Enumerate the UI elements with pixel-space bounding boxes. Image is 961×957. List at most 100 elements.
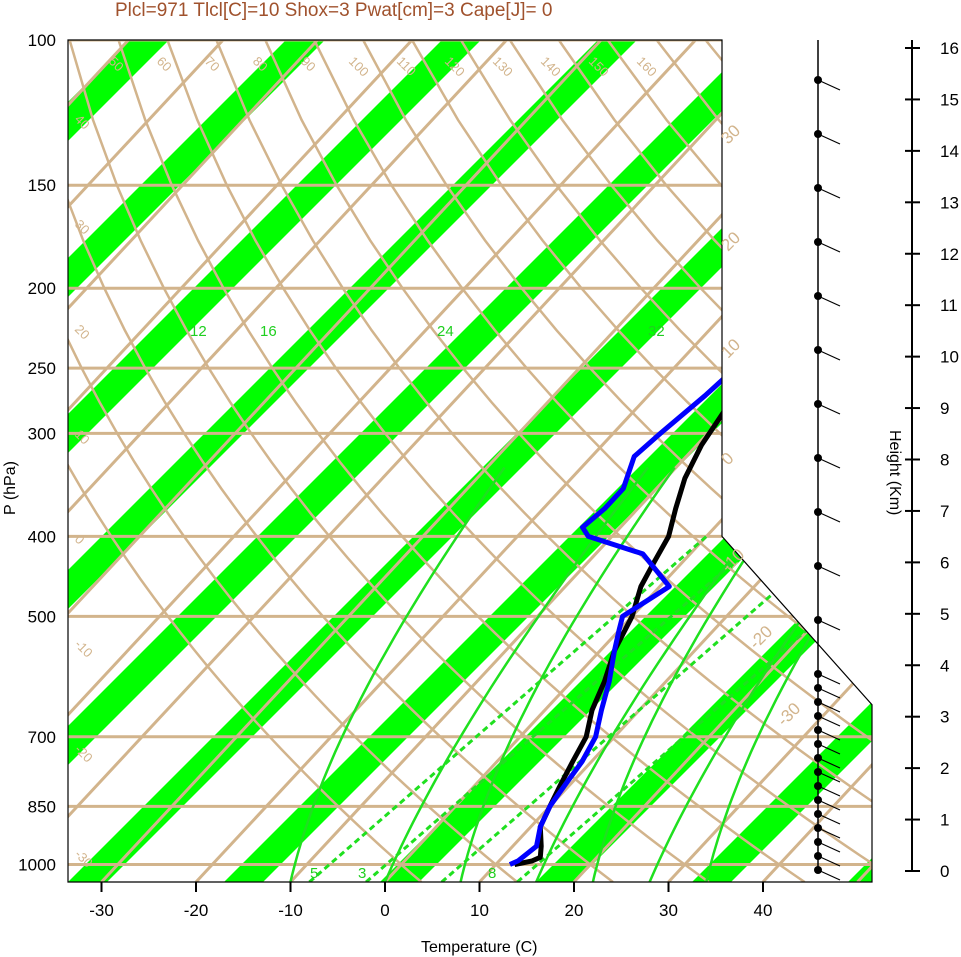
height-tick-label: 8 — [940, 451, 949, 470]
isotherm-line — [0, 40, 34, 882]
mixing-ratio-line — [308, 535, 708, 882]
mixing-ratio-label: 3 — [358, 865, 366, 882]
isotherm-right-label: -30 — [773, 699, 804, 730]
wind-barb — [817, 757, 841, 769]
height-tick-label: 7 — [940, 502, 949, 521]
green-band — [68, 40, 872, 882]
wind-barb — [817, 771, 841, 783]
dry-adiabat — [68, 40, 614, 882]
plot-frame — [67, 39, 873, 883]
isotherm-line — [952, 40, 961, 882]
wind-barb — [817, 855, 841, 867]
green-band — [380, 40, 872, 882]
x-tick-label: 20 — [565, 901, 584, 920]
green-band — [68, 40, 739, 882]
isotherm-line — [68, 40, 792, 882]
wind-barb — [817, 869, 841, 881]
x-tick-label: 40 — [754, 901, 773, 920]
green-band — [848, 40, 872, 882]
height-tick-label: 1 — [940, 811, 949, 830]
isotherm-line — [667, 40, 872, 882]
wind-barb — [817, 79, 841, 91]
wind-barb — [817, 187, 841, 199]
x-tick-label: 10 — [470, 901, 489, 920]
moist-adiabat — [289, 466, 506, 882]
green-band — [68, 40, 872, 882]
isotherm-top-label: 60 — [154, 54, 175, 75]
wind-barb — [817, 457, 841, 469]
height-tick-label: 13 — [940, 193, 959, 212]
wind-barb — [817, 701, 841, 713]
mixing-ratio-line — [516, 535, 872, 882]
height-tick-label: 5 — [940, 605, 949, 624]
wind-barb — [817, 841, 841, 853]
wind-barb — [817, 403, 841, 415]
height-tick-label: 3 — [940, 708, 949, 727]
isotherm-line — [68, 40, 414, 882]
x-axis-label: Temperature (C) — [421, 939, 537, 956]
mixing-ratio-label: 8 — [488, 865, 496, 882]
wind-barb — [817, 619, 841, 631]
x-tick-label: 0 — [380, 901, 389, 920]
mixing-ratio-label: 5 — [310, 865, 318, 882]
y-tick-label: 200 — [28, 279, 56, 298]
wind-column — [814, 40, 841, 881]
mixing-ratio-label: 12 — [190, 323, 207, 340]
moist-adiabat — [459, 466, 676, 882]
mixing-ratio-label: 32 — [648, 323, 665, 340]
wind-barb — [817, 687, 841, 699]
moist-adiabat — [383, 466, 649, 882]
green-band — [68, 40, 583, 882]
mixing-ratio-label: 24 — [437, 323, 454, 340]
dry-adiabat — [361, 40, 872, 882]
height-axis-label: Height (Km) — [886, 430, 903, 515]
x-tick-label: -30 — [89, 901, 114, 920]
plot-border — [67, 39, 873, 883]
dry-adiabat — [215, 40, 872, 882]
x-axis: -30 -20 -10 0 10 20 30 40 — [89, 882, 772, 920]
y-tick-label: 100 — [28, 31, 56, 50]
isotherm-line — [68, 40, 603, 882]
wind-barb — [817, 241, 841, 253]
height-tick-label: 14 — [940, 142, 959, 161]
dry-adiabat — [68, 40, 518, 882]
height-tick-label: 12 — [940, 245, 959, 264]
isotherm-left-label: 20 — [72, 322, 93, 343]
wind-barb — [817, 743, 841, 755]
wind-barb — [817, 133, 841, 145]
height-tick-label: 9 — [940, 399, 949, 418]
wind-barb — [817, 295, 841, 307]
wind-barb — [817, 813, 841, 825]
isotherm-line — [68, 40, 697, 882]
isotherm-right-label: 0 — [717, 449, 737, 469]
y-tick-label: 1000 — [18, 856, 56, 875]
height-tick-label: 0 — [940, 862, 949, 881]
isotherm-top-label: 70 — [202, 54, 223, 75]
chart-title: Plcl=971 Tlcl[C]=10 Shox=3 Pwat[cm]=3 Ca… — [115, 0, 552, 21]
isotherm-line — [761, 40, 872, 882]
isotherm-top-label: 140 — [538, 54, 564, 80]
wind-barb — [817, 799, 841, 811]
wind-barb — [817, 565, 841, 577]
y-tick-label: 250 — [28, 359, 56, 378]
isotherm-line — [68, 40, 508, 882]
height-tick-label: 16 — [940, 39, 959, 58]
y-tick-label: 700 — [28, 728, 56, 747]
y-axis: 100 150 200 250 300 400 500 700 850 1000 — [18, 31, 56, 875]
moist-adiabat — [591, 466, 808, 882]
isotherm-left-label: 0 — [72, 532, 88, 548]
y-tick-label: 500 — [28, 607, 56, 626]
y-axis-label: P (hPa) — [2, 461, 19, 515]
dry-adiabat — [68, 40, 423, 882]
height-tick-label: 6 — [940, 553, 949, 572]
dry-adiabat — [901, 40, 961, 882]
y-tick-label: 300 — [28, 424, 56, 443]
wind-barb — [817, 349, 841, 361]
wind-barb — [817, 827, 841, 839]
mixing-ratio-label: 16 — [260, 323, 277, 340]
height-tick-label: 15 — [940, 90, 959, 109]
wind-barb — [817, 511, 841, 523]
dry-adiabat — [264, 40, 872, 882]
y-tick-label: 400 — [28, 527, 56, 546]
mixing-ratio-line — [365, 535, 765, 882]
